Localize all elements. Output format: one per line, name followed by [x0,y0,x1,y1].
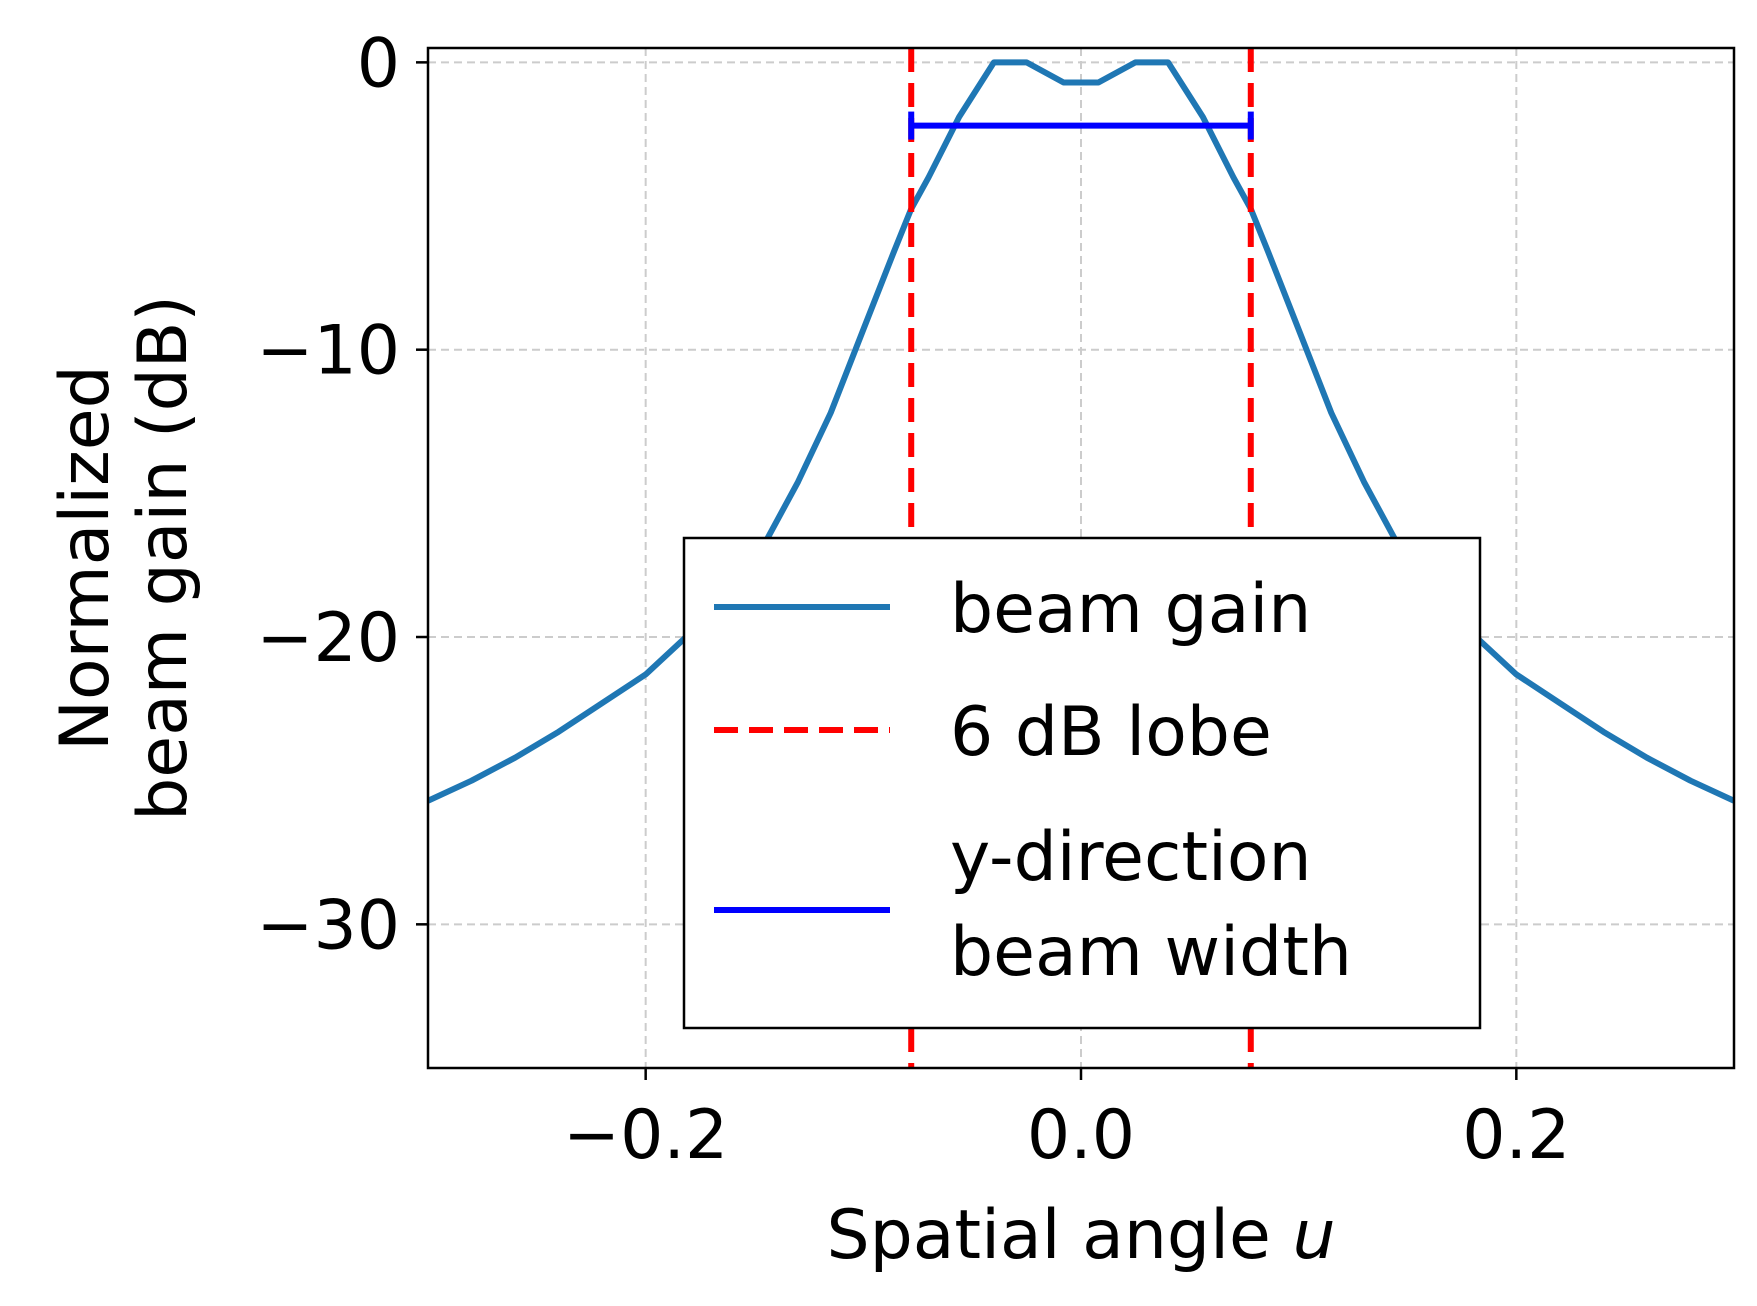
x-axis-label-text: Spatial angle [826,1196,1270,1275]
x-axis-label-variable: u [1292,1196,1335,1275]
y-tick-label: −20 [256,599,400,678]
tick-labels: −0.2 0.0 0.2 0 −10 −20 −30 [256,24,1570,1175]
legend-label-beam-width-line-2: beam width [950,913,1352,992]
y-tick-label: −10 [256,312,400,391]
x-tick-label: −0.2 [563,1096,728,1175]
y-axis-label: Normalized beam gain (dB) [46,295,203,821]
legend-label-beam-gain: beam gain [950,570,1311,649]
legend: beam gain 6 dB lobe y-direction beam wid… [682,536,1482,1030]
legend-label-6db-lobe: 6 dB lobe [950,693,1272,772]
x-axis-label: Spatial angle u [826,1196,1335,1275]
y-tick-label: 0 [357,24,400,103]
y-tick-label: −30 [256,886,400,965]
ticks [416,61,1518,1080]
y-axis-label-line-1: Normalized [46,365,125,751]
x-tick-label: 0.2 [1462,1096,1570,1175]
legend-box [682,536,1482,1030]
y-axis-label-line-2: beam gain (dB) [124,295,203,821]
legend-label-beam-width-line-1: y-direction [950,818,1312,897]
x-tick-label: 0.0 [1027,1096,1135,1175]
